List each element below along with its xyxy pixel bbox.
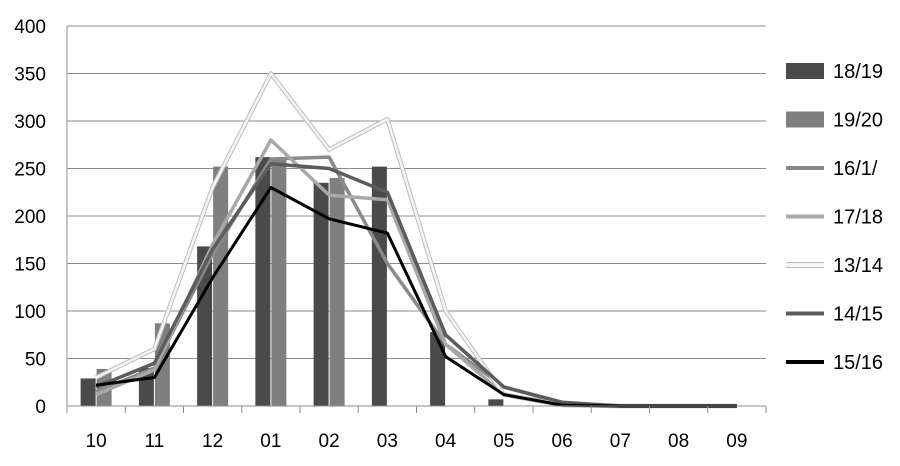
bar-18-19 [80,378,96,406]
y-tick-label: 250 [14,160,46,181]
x-tick-label: 07 [610,431,631,452]
x-tick-label: 03 [377,431,398,452]
axes: 0 50 100 150 200 250 300 350 400 10 11 12 01 02 03 04 05… [14,17,767,452]
x-tick-label: 02 [319,431,340,452]
line-series-outline-13-14 [95,71,737,409]
legend-swatch [786,111,824,128]
gridlines [67,25,766,359]
y-tick-label: 100 [14,302,46,323]
x-tick-label: 11 [145,431,165,452]
x-tick-label: 06 [552,431,573,452]
line-series-17-18 [95,138,737,408]
x-tick-label: 09 [726,431,747,452]
legend: 18/19 19/20 16/1/17/18 13/14 14/15 15/16 [786,61,883,374]
bar-19-20 [271,158,287,406]
legend-label: 18/19 [833,61,883,83]
y-tick-label: 200 [14,207,46,228]
y-tick-label: 150 [14,255,46,276]
y-tick-label: 300 [14,112,46,133]
x-tick-label: 04 [435,431,457,452]
x-tick-label: 08 [668,431,689,452]
bar-18-19 [371,166,387,406]
y-tick-label: 400 [14,17,46,38]
legend-label: 13/14 [833,255,883,277]
y-tick-label: 350 [14,65,46,86]
bar-19-20 [329,178,345,406]
bar-18-19 [313,182,329,406]
legend-swatch [786,63,824,79]
bar-19-20 [213,166,229,406]
bar-series-group [80,157,504,406]
legend-label: 15/16 [833,352,883,374]
y-tick-label: 50 [25,350,46,371]
line-series-16-17 [95,155,737,408]
legend-label: 14/15 [833,304,883,326]
x-tick-label: 05 [493,431,514,452]
y-tick-label: 0 [35,397,46,418]
x-tick-label: 01 [260,431,281,452]
bar-18-19 [488,399,504,406]
line-series-group [95,71,737,409]
legend-label: 16/1/ [833,158,878,180]
legend-label: 17/18 [833,207,883,229]
bar-18-19 [255,157,271,406]
x-tick-label: 10 [86,431,107,452]
legend-label: 19/20 [833,110,883,132]
x-tick-label: 12 [202,431,223,452]
